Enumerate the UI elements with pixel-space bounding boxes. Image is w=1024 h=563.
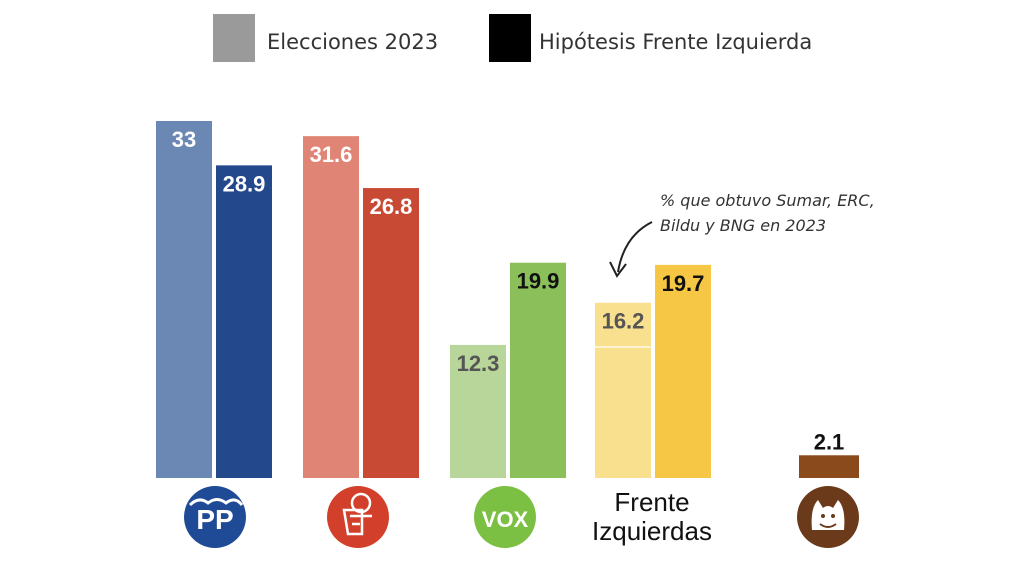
party-logos: PP VOX Frente Izquierdas <box>184 486 859 548</box>
bar-other-hipotesis <box>799 455 859 478</box>
bar-frente-hipotesis <box>655 264 711 478</box>
value-label-pp-hipotesis: 28.9 <box>223 171 266 196</box>
legend-swatch-elecciones-2023 <box>213 14 255 62</box>
psoe-logo <box>327 486 389 548</box>
bar-frente-elecciones-2023 <box>595 302 651 478</box>
frente-label-line-2: Izquierdas <box>592 516 712 546</box>
bar-pp-elecciones-2023 <box>156 121 212 478</box>
annotation: % que obtuvo Sumar, ERC, Bildu y BNG en … <box>609 191 875 278</box>
legend-label-elecciones-2023: Elecciones 2023 <box>267 30 438 54</box>
value-label-pp-elecciones-2023: 33 <box>172 127 196 152</box>
legend-label-hipotesis: Hipótesis Frente Izquierda <box>539 30 812 54</box>
legend-swatch-hipotesis <box>489 14 531 62</box>
annotation-line-1: % que obtuvo Sumar, ERC, <box>660 191 875 210</box>
frente-label-line-1: Frente <box>614 487 689 517</box>
frente-izquierdas-label: Frente Izquierdas <box>592 487 712 546</box>
annotation-arrowhead <box>609 261 627 278</box>
mascot-icon <box>811 500 845 530</box>
pp-logo-text: PP <box>196 504 233 535</box>
other-party-logo <box>797 486 859 548</box>
vox-logo: VOX <box>474 486 536 548</box>
value-label-other-hipotesis: 2.1 <box>814 429 845 454</box>
value-label-frente-elecciones-2023: 16.2 <box>602 309 645 334</box>
bar-frente-separator <box>595 346 651 348</box>
value-label-psoe-hipotesis: 26.8 <box>370 194 413 219</box>
pp-logo: PP <box>184 486 246 548</box>
value-label-vox-elecciones-2023: 12.3 <box>457 351 500 376</box>
bar-pp-hipotesis <box>216 165 272 478</box>
bars <box>156 121 859 479</box>
value-label-frente-hipotesis: 19.7 <box>662 271 705 296</box>
bar-vox-elecciones-2023 <box>450 344 506 478</box>
value-label-psoe-elecciones-2023: 31.6 <box>310 142 353 167</box>
annotation-line-2: Bildu y BNG en 2023 <box>660 216 826 235</box>
value-labels: 33 28.9 31.6 26.8 12.3 19.9 16.2 19.7 2.1 <box>172 127 845 454</box>
value-label-vox-hipotesis: 19.9 <box>517 269 560 294</box>
bar-vox-hipotesis <box>510 262 566 478</box>
bar-psoe-elecciones-2023 <box>303 136 359 479</box>
bar-psoe-hipotesis <box>363 188 419 478</box>
fist-icon <box>342 508 372 536</box>
annotation-arrow <box>617 221 653 273</box>
legend: Elecciones 2023 Hipótesis Frente Izquier… <box>213 14 812 62</box>
vox-logo-text: VOX <box>482 507 529 532</box>
